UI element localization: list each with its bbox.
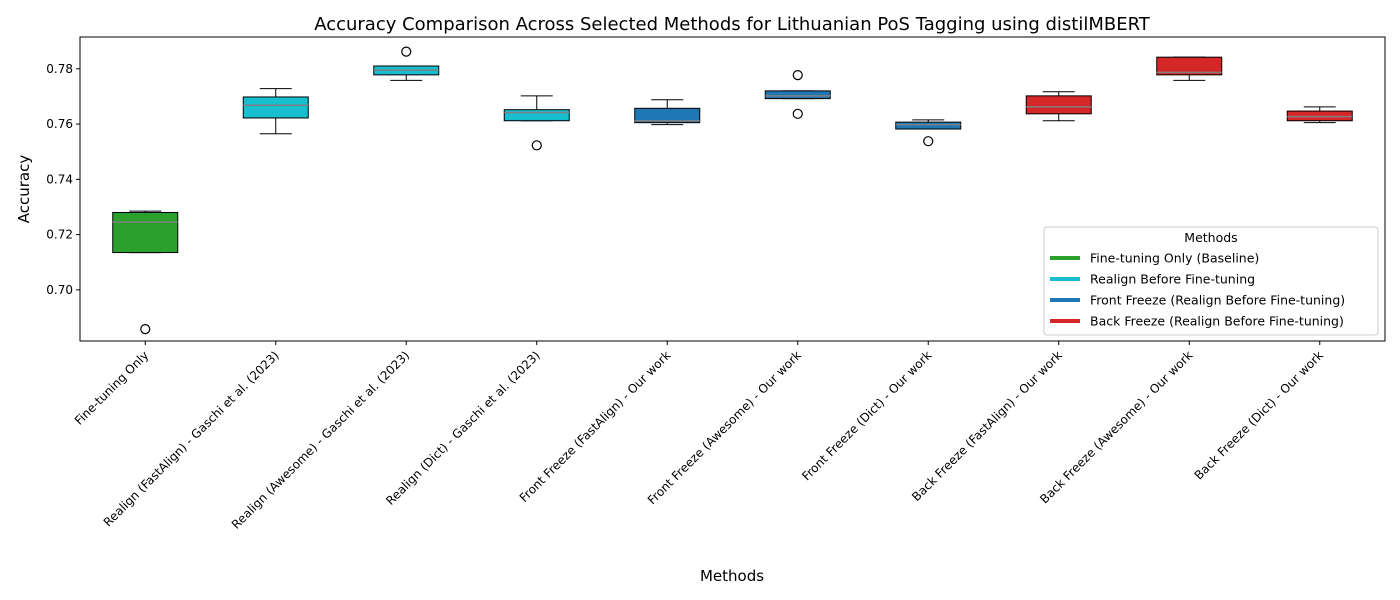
x-tick-label: Back Freeze (FastAlign) - Our work	[909, 348, 1065, 504]
y-tick-label: 0.78	[46, 62, 73, 76]
box-group	[1156, 56, 1223, 81]
legend-entry-label: Back Freeze (Realign Before Fine-tuning)	[1090, 314, 1344, 329]
legend: Methods Fine-tuning Only (Baseline) Reali…	[1043, 226, 1379, 336]
x-axis-label: Methods	[700, 567, 764, 585]
legend-title: Methods	[1184, 230, 1237, 245]
legend-entry-label: Front Freeze (Realign Before Fine-tuning…	[1090, 293, 1345, 308]
box-group	[373, 46, 440, 81]
box	[634, 107, 701, 124]
x-tick-label: Back Freeze (Awesome) - Our work	[1037, 348, 1195, 506]
x-tick-label: Realign (Dict) - Gaschi et al. (2023)	[383, 348, 543, 508]
box-group	[242, 88, 309, 135]
box	[1025, 95, 1092, 115]
x-tick-label: Fine-tuning Only	[72, 348, 152, 428]
box	[112, 211, 179, 254]
outlier-point	[923, 136, 934, 147]
chart-title: Accuracy Comparison Across Selected Meth…	[314, 14, 1151, 35]
outlier-point	[792, 108, 803, 119]
box	[1156, 56, 1223, 76]
legend-entry-label: Realign Before Fine-tuning	[1090, 272, 1255, 287]
box-group	[1025, 91, 1092, 122]
box-group	[764, 70, 831, 119]
x-tick-label: Back Freeze (Dict) - Our work	[1192, 348, 1326, 482]
plot-frame	[79, 36, 1386, 342]
box	[503, 109, 570, 122]
box	[895, 121, 962, 130]
y-tick-label: 0.76	[46, 117, 73, 131]
legend-entry-label: Fine-tuning Only (Baseline)	[1090, 251, 1259, 266]
box-group	[634, 99, 701, 126]
box	[764, 90, 831, 100]
box-group	[895, 119, 962, 147]
box-group	[1286, 106, 1353, 124]
outlier-point	[140, 324, 151, 335]
y-tick-label: 0.72	[46, 228, 73, 242]
y-tick-label: 0.70	[46, 283, 73, 297]
outlier-point	[792, 70, 803, 81]
box-group	[503, 95, 570, 151]
outlier-point	[401, 46, 412, 57]
legend-frame	[1043, 226, 1379, 336]
y-tick-label: 0.74	[46, 172, 73, 186]
y-axis-label: Accuracy	[15, 155, 33, 224]
x-tick-label: Front Freeze (FastAlign) - Our work	[517, 348, 674, 505]
outlier-point	[531, 140, 542, 151]
box	[242, 96, 309, 119]
x-tick-label: Front Freeze (Dict) - Our work	[799, 348, 934, 483]
box-group	[112, 210, 179, 335]
x-tick-label: Front Freeze (Awesome) - Our work	[645, 348, 804, 507]
